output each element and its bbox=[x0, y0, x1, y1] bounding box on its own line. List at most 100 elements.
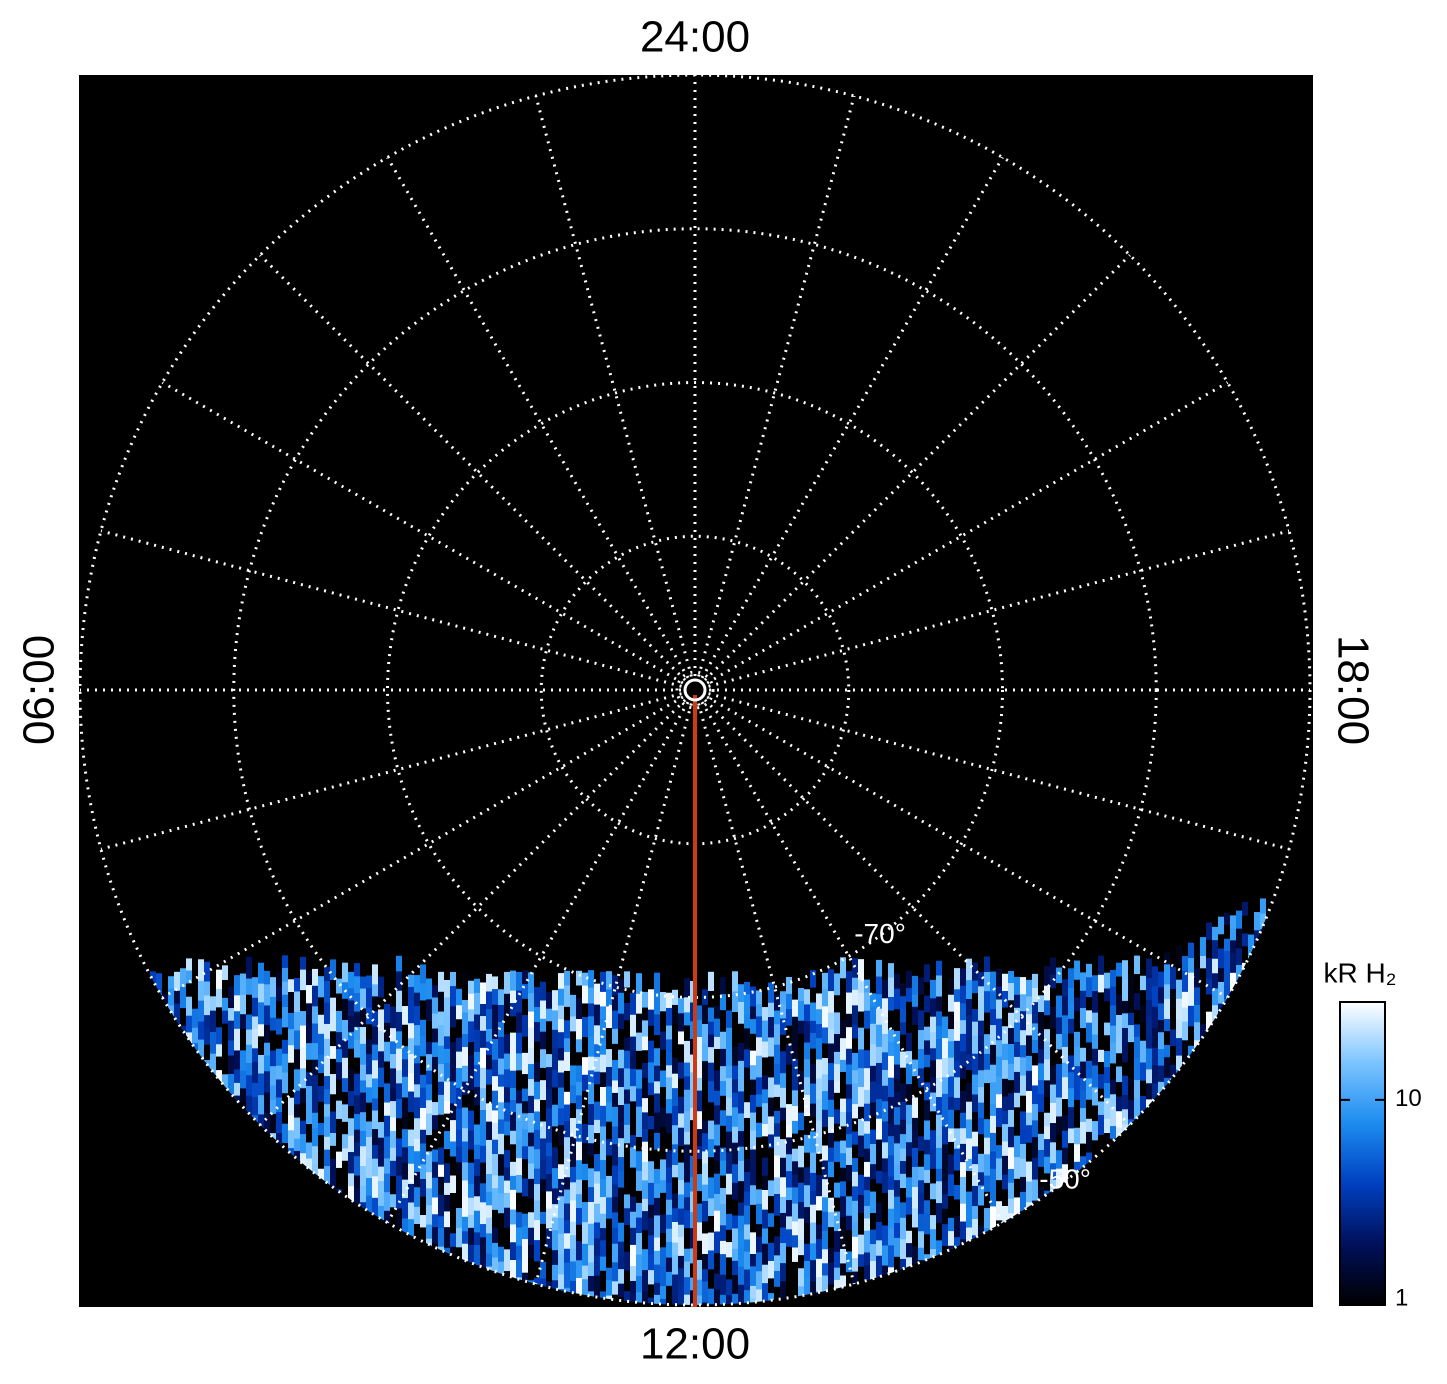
emission-cell bbox=[414, 1206, 420, 1229]
emission-cell bbox=[1110, 1107, 1116, 1130]
emission-cell bbox=[432, 1115, 438, 1138]
emission-cell bbox=[1170, 1008, 1176, 1031]
emission-cell bbox=[408, 1129, 414, 1152]
emission-cell bbox=[1074, 1011, 1080, 1034]
emission-cell bbox=[624, 1291, 630, 1305]
emission-cell bbox=[918, 1030, 924, 1053]
emission-cell bbox=[918, 1166, 924, 1189]
emission-cell bbox=[924, 964, 930, 987]
emission-cell bbox=[684, 1089, 690, 1112]
emission-cell bbox=[210, 1010, 216, 1033]
emission-cell bbox=[618, 992, 624, 1015]
emission-cell bbox=[996, 1040, 1002, 1063]
emission-cell bbox=[1056, 1116, 1062, 1139]
emission-cell bbox=[312, 1092, 318, 1115]
emission-cell bbox=[864, 1205, 870, 1228]
emission-cell bbox=[942, 1180, 948, 1203]
emission-cell bbox=[954, 1215, 960, 1238]
emission-cell bbox=[318, 1085, 324, 1108]
emission-cell bbox=[912, 1166, 918, 1189]
emission-cell bbox=[654, 1035, 660, 1058]
emission-cell bbox=[468, 980, 474, 1003]
emission-cell bbox=[936, 1147, 942, 1170]
emission-cell bbox=[396, 1012, 402, 1035]
emission-cell bbox=[534, 1041, 540, 1064]
emission-cell bbox=[882, 1211, 888, 1234]
emission-cell bbox=[1080, 1078, 1086, 1101]
emission-cell bbox=[1236, 910, 1242, 933]
emission-cell bbox=[1164, 952, 1170, 975]
emission-cell bbox=[606, 1086, 612, 1109]
emission-cell bbox=[1032, 1179, 1038, 1202]
emission-cell bbox=[564, 1275, 570, 1298]
emission-cell bbox=[1098, 992, 1104, 1015]
emission-cell bbox=[438, 1216, 444, 1239]
emission-cell bbox=[738, 1160, 744, 1183]
emission-cell bbox=[408, 956, 414, 979]
emission-cell bbox=[576, 970, 582, 993]
emission-cell bbox=[204, 995, 210, 1018]
emission-cell bbox=[744, 1159, 750, 1182]
emission-cell bbox=[960, 1203, 966, 1226]
emission-cell bbox=[1146, 1069, 1152, 1092]
emission-cell bbox=[990, 1044, 996, 1067]
emission-cell bbox=[450, 1141, 456, 1164]
emission-cell bbox=[1068, 1072, 1074, 1095]
emission-cell bbox=[468, 1215, 474, 1238]
emission-cell bbox=[1002, 1189, 1008, 1212]
emission-cell bbox=[1122, 1000, 1128, 1023]
emission-cell bbox=[558, 1047, 564, 1070]
emission-cell bbox=[1038, 973, 1044, 996]
emission-cell bbox=[840, 1111, 846, 1134]
emission-cell bbox=[720, 977, 726, 1000]
emission-cell bbox=[792, 1133, 798, 1156]
emission-cell bbox=[186, 983, 192, 1006]
emission-cell bbox=[564, 1070, 570, 1093]
emission-cell bbox=[288, 979, 294, 1002]
emission-cell bbox=[894, 1091, 900, 1114]
emission-cell bbox=[288, 1115, 294, 1138]
emission-cell bbox=[666, 1077, 672, 1100]
emission-cell bbox=[558, 1233, 564, 1256]
emission-cell bbox=[756, 1037, 762, 1060]
emission-cell bbox=[318, 1101, 324, 1124]
emission-cell bbox=[1236, 928, 1242, 951]
emission-cell bbox=[360, 1080, 366, 1103]
emission-cell bbox=[912, 994, 918, 1017]
emission-cell bbox=[516, 1103, 522, 1126]
emission-cell bbox=[678, 1146, 684, 1169]
emission-cell bbox=[462, 1034, 468, 1057]
emission-cell bbox=[612, 1281, 618, 1304]
emission-cell bbox=[372, 1144, 378, 1167]
emission-cell bbox=[576, 1241, 582, 1264]
emission-cell bbox=[732, 1126, 738, 1149]
emission-cell bbox=[510, 1100, 516, 1123]
emission-cell bbox=[852, 1038, 858, 1061]
emission-cell bbox=[780, 1120, 786, 1143]
emission-cell bbox=[876, 1062, 882, 1085]
emission-cell bbox=[1032, 1120, 1038, 1143]
emission-cell bbox=[564, 1233, 570, 1256]
emission-cell bbox=[360, 1185, 366, 1208]
emission-cell bbox=[390, 1147, 396, 1170]
emission-cell bbox=[1158, 1032, 1164, 1055]
emission-cell bbox=[1032, 973, 1038, 996]
emission-cell bbox=[840, 1059, 846, 1082]
emission-cell bbox=[1116, 1096, 1122, 1119]
emission-cell bbox=[522, 1178, 528, 1201]
emission-cell bbox=[504, 1121, 510, 1144]
emission-cell bbox=[708, 1120, 714, 1143]
emission-cell bbox=[1194, 987, 1200, 1010]
emission-cell bbox=[1122, 1109, 1128, 1132]
emission-cell bbox=[792, 1247, 798, 1270]
emission-cell bbox=[1002, 973, 1008, 996]
emission-cell bbox=[984, 1083, 990, 1106]
emission-cell bbox=[558, 1108, 564, 1131]
emission-cell bbox=[348, 1031, 354, 1054]
emission-cell bbox=[978, 1185, 984, 1208]
emission-cell bbox=[276, 972, 282, 995]
emission-cell bbox=[342, 962, 348, 985]
emission-cell bbox=[678, 1268, 684, 1291]
emission-cell bbox=[204, 1015, 210, 1038]
emission-cell bbox=[708, 1047, 714, 1070]
